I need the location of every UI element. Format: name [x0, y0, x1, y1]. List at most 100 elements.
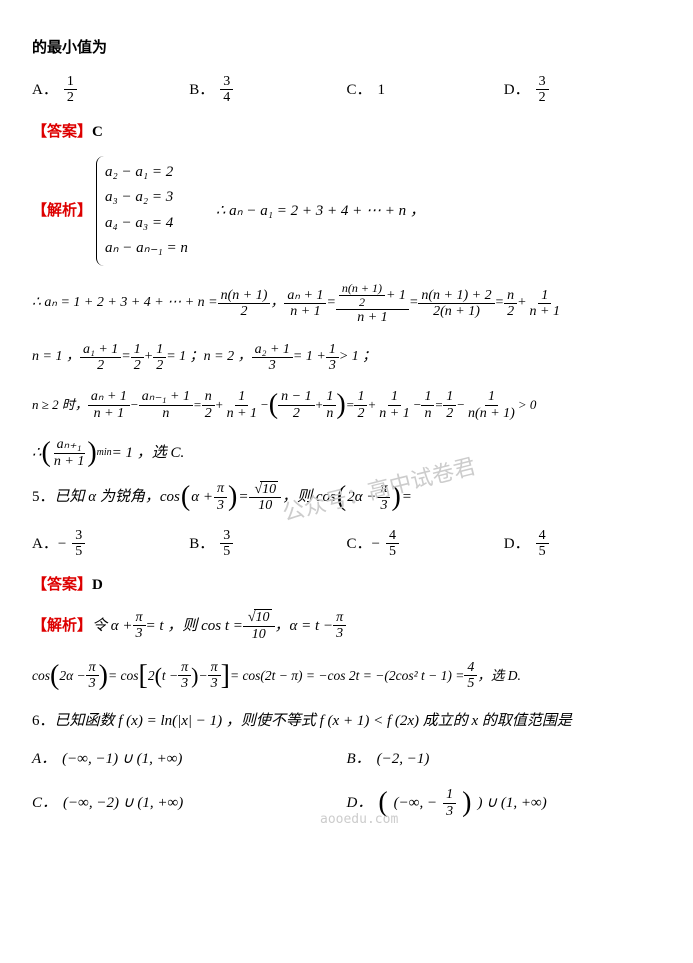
equation-system: a₂ − a₁ = 2 a₃ − a₂ = 3 a₄ − a₃ = 4 aₙ −… — [96, 156, 194, 266]
opt-label: B． — [347, 747, 371, 771]
txt: = cos — [108, 665, 138, 687]
q6-option-a: A． (−∞, −1) ∪ (1, +∞) — [32, 747, 347, 771]
fd: 2 — [354, 406, 367, 421]
eq: = — [193, 395, 202, 416]
fn: n — [202, 389, 215, 405]
q5-expr: 已知 α 为锐角，cos ( α + π3 ) = 1010 ，则 cos ( … — [55, 481, 412, 514]
analysis-label: 【解析】 — [32, 614, 92, 638]
txt: = 1 + — [293, 346, 326, 368]
opt-value: (−∞, −2) ∪ (1, +∞) — [63, 791, 183, 815]
frac-d: 2 — [536, 90, 549, 105]
q4-option-c: C． 1 — [347, 74, 504, 106]
eq: = — [409, 292, 418, 314]
fn: 3 — [220, 528, 233, 544]
fn: π — [178, 660, 191, 676]
op: − — [260, 395, 269, 416]
fn: π — [377, 481, 390, 497]
q-num: 6． — [32, 709, 55, 733]
fd: n — [421, 406, 434, 421]
txt: n = 2 ， — [204, 346, 252, 368]
fn: π — [86, 660, 99, 676]
txt: (−∞, − — [394, 791, 437, 815]
fn: aₙ + 1 — [284, 288, 326, 304]
opt-label: A． — [32, 747, 56, 771]
q5-option-d: D． 45 — [504, 528, 661, 560]
txt: = cos(2t − π) = −cos 2t = −(2cos² t − 1)… — [230, 665, 464, 687]
fd: 2 — [238, 304, 251, 319]
txt: ，选 D. — [477, 665, 521, 687]
fn: 1 — [485, 389, 498, 405]
fd: n(n + 1) — [465, 406, 518, 421]
fn: 1 — [323, 389, 336, 405]
fd: 10 — [255, 498, 275, 513]
fn: n(n + 1) — [218, 288, 271, 304]
fd: 2 — [443, 406, 456, 421]
q-num: 5． — [32, 485, 55, 509]
q4-option-d: D． 32 — [504, 74, 661, 106]
op: + — [367, 395, 376, 416]
fn: 4 — [536, 528, 549, 544]
eq: = — [326, 292, 335, 314]
frac-n: 3 — [220, 74, 233, 90]
fd: 3 — [333, 626, 346, 641]
q6-option-c: C． (−∞, −2) ∪ (1, +∞) — [32, 787, 347, 819]
txt: n = 1 ， — [32, 346, 80, 368]
op: − — [198, 665, 207, 687]
q5-final-line: cos ( 2α − π3 ) = cos [ 2 ( t − π3 ) − π… — [32, 658, 661, 693]
opt-label: D． — [504, 78, 530, 102]
fn: a₁ + 1 — [80, 342, 121, 358]
fn: 1 — [443, 787, 456, 803]
fd: 2 — [94, 358, 107, 373]
op: + — [517, 292, 526, 314]
q4-line-an: ∴ aₙ = 1 + 2 + 3 + 4 + ⋯ + n = n(n + 1)2… — [32, 282, 661, 326]
q4-stem-tail-text: 的最小值为 — [32, 36, 107, 60]
opt-label: C． — [347, 78, 372, 102]
op: − — [456, 395, 465, 416]
txt: ) ∪ (1, +∞) — [477, 791, 546, 815]
eq: = — [121, 346, 130, 368]
answer-label: 【答案】 — [32, 120, 92, 144]
opt-label: A． — [32, 78, 58, 102]
fd: 3 — [266, 358, 279, 373]
fd: 3 — [133, 626, 146, 641]
eq: = — [402, 485, 412, 509]
q5-options: A．− 35 B． 35 C．− 45 D． 45 — [32, 528, 661, 560]
q4-options: A． 12 B． 34 C． 1 D． 32 — [32, 74, 661, 106]
eq: = — [238, 485, 248, 509]
txt: 令 α + — [92, 614, 133, 638]
fn: π — [214, 481, 227, 497]
q5-answer: 【答案】 D — [32, 573, 661, 597]
fn: n(n + 1)2+ 1 — [336, 282, 409, 310]
opt-label: C． — [32, 791, 57, 815]
fd: 2(n + 1) — [430, 304, 483, 319]
eq: = — [434, 395, 443, 416]
fd: 3 — [86, 676, 99, 691]
q4-stem-tail: 的最小值为 — [32, 36, 661, 60]
fd: 3 — [326, 358, 339, 373]
fn: aₙ + 1 — [88, 389, 130, 405]
q6-option-b: B． (−2, −1) — [347, 747, 662, 771]
rad: 10 — [260, 481, 278, 497]
fd: 10 — [249, 627, 269, 642]
q4-conclusion: ∴ ( aₙ₊₁n + 1 ) min = 1 ，选 C. — [32, 437, 661, 469]
fn: n − 1 — [278, 389, 314, 405]
fd: 5 — [536, 544, 549, 559]
frac-n: 1 — [64, 74, 77, 90]
txt: = 1 ； — [166, 346, 203, 368]
answer-value: D — [92, 573, 103, 597]
opt-value: 1 — [378, 78, 386, 102]
sys-rhs: ∴ aₙ − a₁ = 2 + 3 + 4 + ⋯ + n ， — [216, 199, 425, 223]
fn: 1 — [538, 288, 551, 304]
fd: 3 — [178, 676, 191, 691]
txt: α + — [191, 485, 213, 509]
txt: ∴ — [32, 441, 42, 465]
fd: 5 — [464, 676, 477, 691]
txt: ，α = t − — [275, 614, 334, 638]
op: + — [144, 346, 153, 368]
fd: 3 — [443, 804, 456, 819]
eq: = — [346, 395, 355, 416]
txt: > 0 — [518, 395, 537, 416]
sys-eq1: a₂ − a₁ = 2 — [105, 160, 188, 186]
fd: 5 — [220, 544, 233, 559]
fd: n + 1 — [224, 406, 260, 421]
